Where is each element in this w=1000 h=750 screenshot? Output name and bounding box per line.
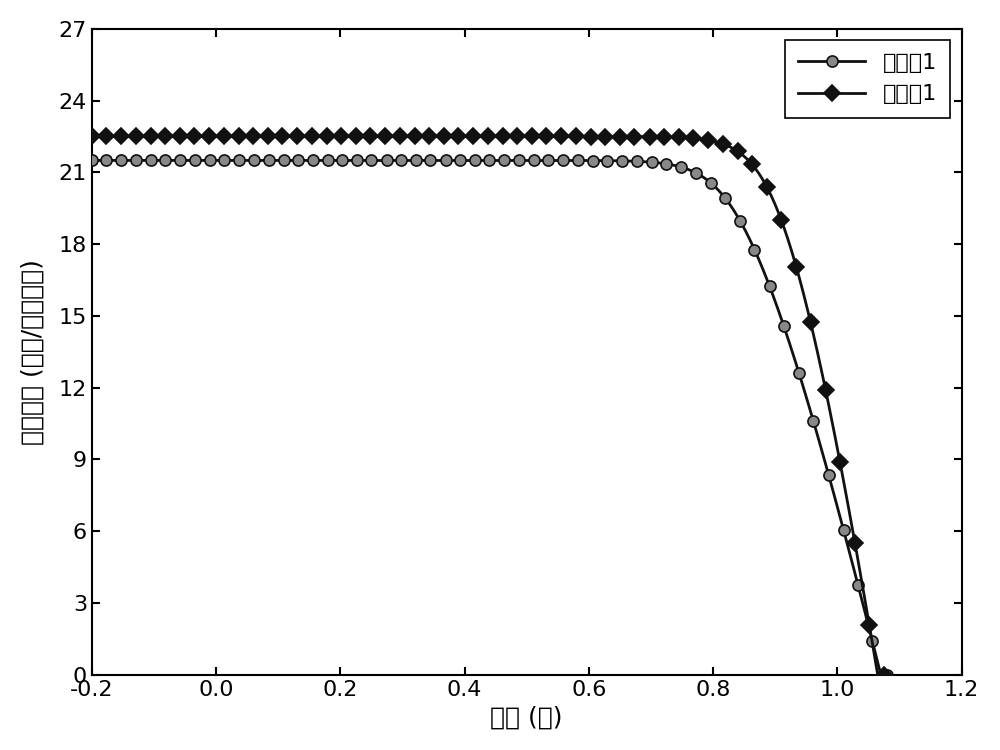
Line: 实施例1: 实施例1 [86,131,890,680]
对比例1 [436,156,448,165]
Line: 对比例1: 对比例1 [86,154,893,680]
Y-axis label: 电流密度 (毫安/平方厘米): 电流密度 (毫安/平方厘米) [21,259,45,445]
实施例1 [167,132,179,141]
实施例1 [704,136,716,145]
实施例1 [630,132,642,141]
对比例1 [167,156,179,165]
Legend: 对比例1, 实施例1: 对比例1, 实施例1 [785,40,950,118]
实施例1 [718,140,730,149]
实施例1 [878,670,890,680]
对比例1 [632,157,644,166]
对比例1 [881,670,893,680]
X-axis label: 电压 (伏): 电压 (伏) [490,705,563,729]
对比例1 [408,156,420,165]
对比例1 [875,670,887,680]
对比例1 [86,156,98,165]
对比例1 [721,196,733,205]
实施例1 [435,132,447,141]
对比例1 [706,180,718,189]
实施例1 [86,132,98,141]
实施例1 [872,670,884,680]
实施例1 [406,132,418,141]
